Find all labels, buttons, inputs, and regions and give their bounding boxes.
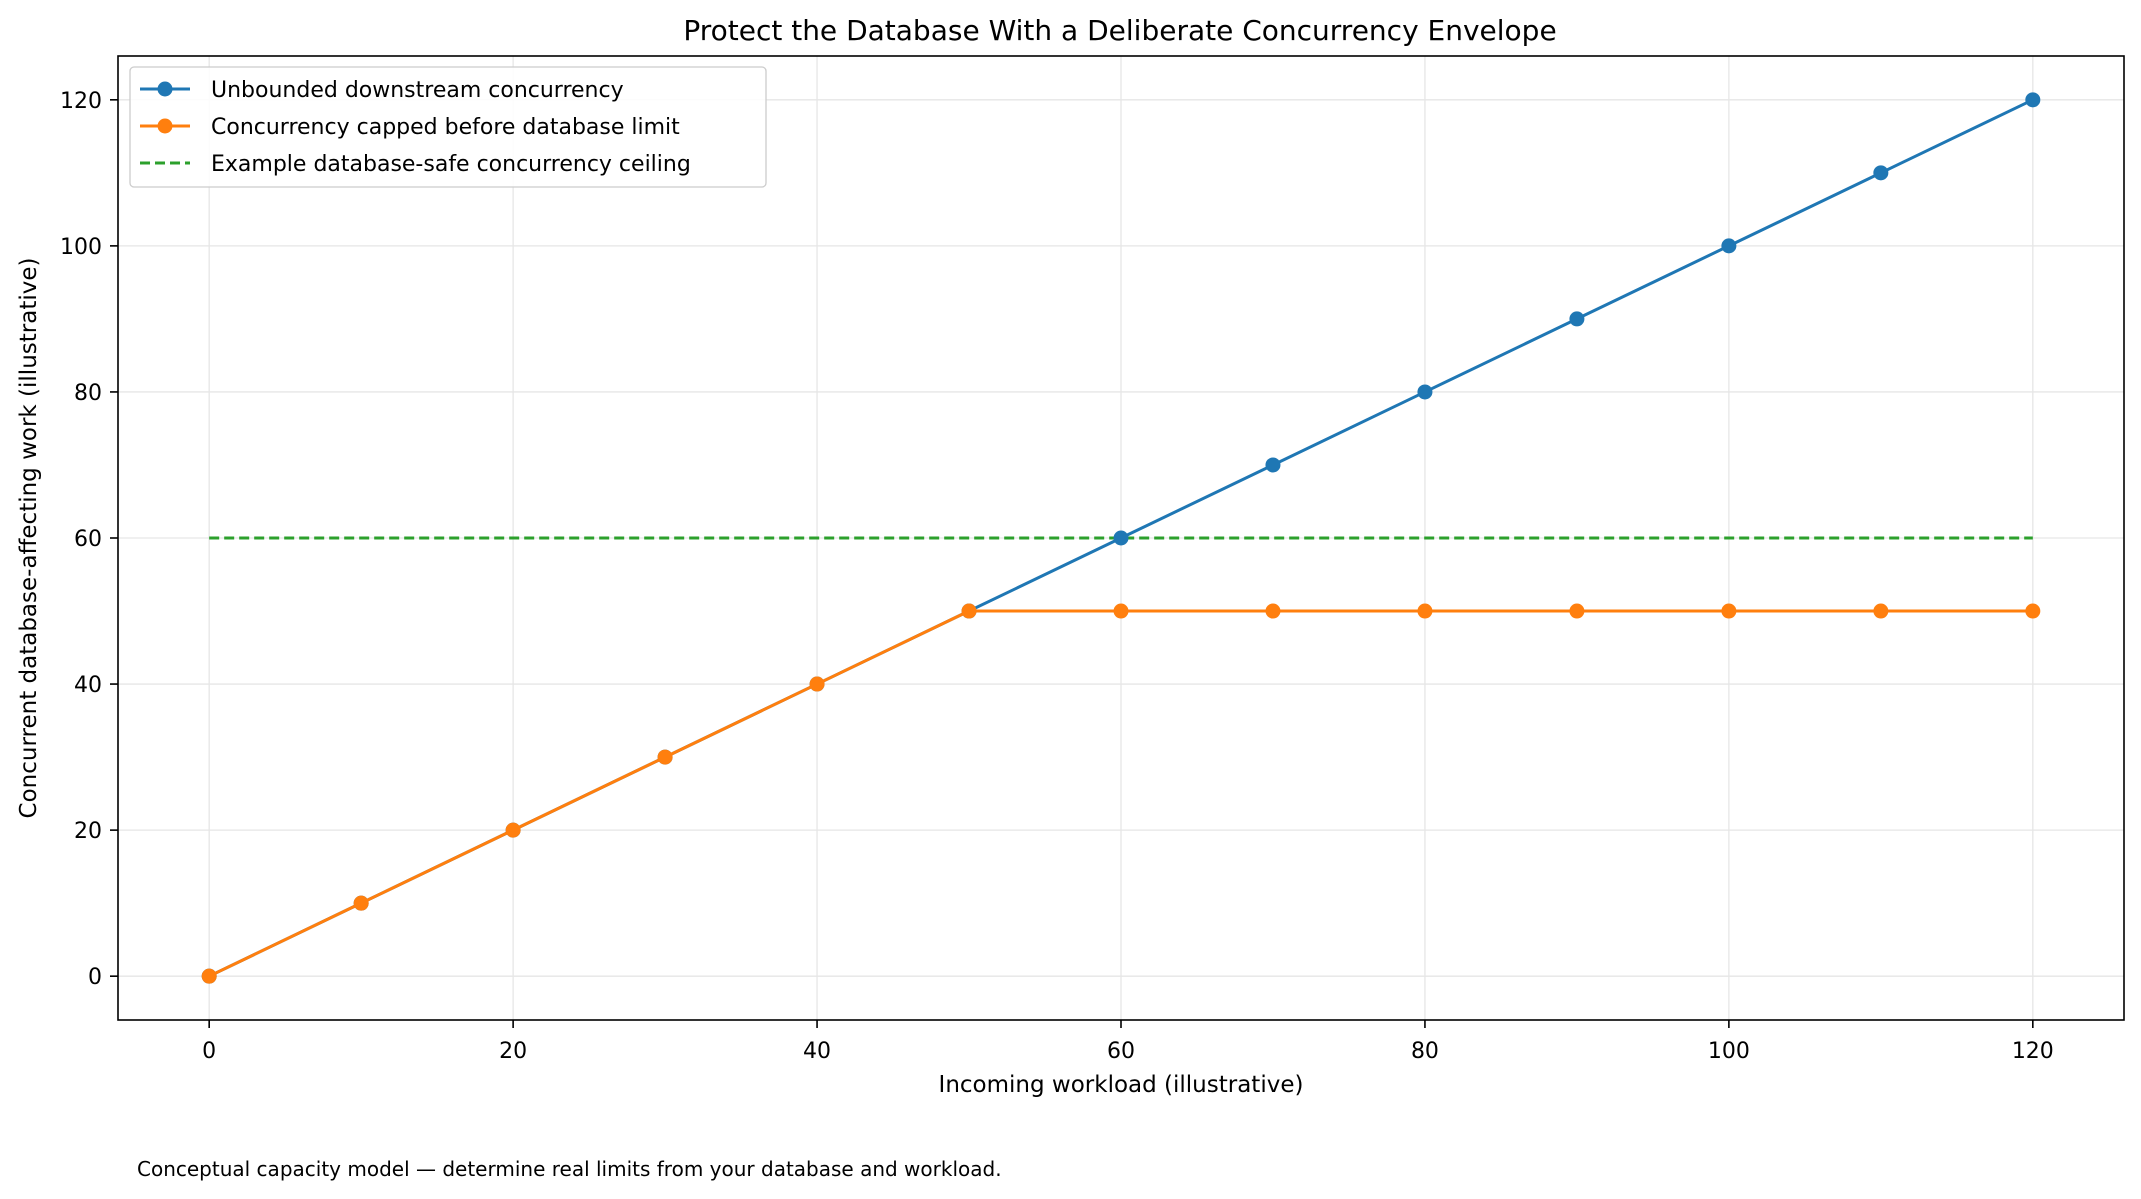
- plot-series: [201, 92, 2041, 984]
- legend-swatch-capped-marker: [157, 118, 173, 134]
- x-tick-label: 40: [803, 1039, 831, 1064]
- legend-label-ceiling: Example database-safe concurrency ceilin…: [211, 152, 691, 177]
- legend-item-ceiling: Example database-safe concurrency ceilin…: [140, 152, 691, 177]
- x-tick-label: 0: [202, 1039, 216, 1064]
- data-point-capped: [657, 749, 673, 765]
- data-point-capped: [2025, 603, 2041, 619]
- y-tick-label: 0: [88, 965, 102, 990]
- data-point-capped: [505, 822, 521, 838]
- y-tick-label: 120: [60, 89, 102, 114]
- y-tick-label: 60: [74, 527, 102, 552]
- data-point-unbounded: [1265, 457, 1281, 473]
- data-point-capped: [1721, 603, 1737, 619]
- y-tick-label: 80: [74, 381, 102, 406]
- y-tick-label: 40: [74, 673, 102, 698]
- data-point-capped: [1417, 603, 1433, 619]
- legend-item-capped: Concurrency capped before database limit: [140, 115, 680, 140]
- x-tick-label: 120: [2012, 1039, 2054, 1064]
- x-axis-label: Incoming workload (illustrative): [939, 1072, 1304, 1098]
- y-tick-label: 100: [60, 235, 102, 260]
- data-point-unbounded: [1873, 165, 1889, 181]
- data-point-capped: [201, 968, 217, 984]
- y-axis-label: Concurrent database-affecting work (illu…: [16, 258, 42, 819]
- legend-item-unbounded: Unbounded downstream concurrency: [140, 78, 624, 103]
- data-point-unbounded: [1569, 311, 1585, 327]
- data-point-capped: [1873, 603, 1889, 619]
- chart-title: Protect the Database With a Deliberate C…: [683, 14, 1556, 47]
- data-point-capped: [1569, 603, 1585, 619]
- data-point-capped: [353, 895, 369, 911]
- legend-swatch-unbounded-marker: [157, 81, 173, 97]
- x-tick-label: 80: [1411, 1039, 1439, 1064]
- legend-label-unbounded: Unbounded downstream concurrency: [211, 78, 624, 103]
- data-point-capped: [961, 603, 977, 619]
- x-tick-label: 60: [1107, 1039, 1135, 1064]
- legend-label-capped: Concurrency capped before database limit: [211, 115, 680, 140]
- x-tick-label: 20: [499, 1039, 527, 1064]
- footnote: Conceptual capacity model — determine re…: [137, 1157, 1002, 1181]
- data-point-capped: [809, 676, 825, 692]
- x-tick-label: 100: [1708, 1039, 1750, 1064]
- data-point-unbounded: [1113, 530, 1129, 546]
- data-point-capped: [1265, 603, 1281, 619]
- y-tick-label: 20: [74, 819, 102, 844]
- legend: Unbounded downstream concurrency Concurr…: [129, 66, 767, 188]
- data-point-unbounded: [1417, 384, 1433, 400]
- legend-box: [129, 66, 767, 188]
- axis-ticks: 0 20 40 60 80 100 120 0 20 40 60 80 100 120: [60, 89, 2054, 1064]
- data-point-unbounded: [2025, 92, 2041, 108]
- data-point-unbounded: [1721, 238, 1737, 254]
- data-point-capped: [1113, 603, 1129, 619]
